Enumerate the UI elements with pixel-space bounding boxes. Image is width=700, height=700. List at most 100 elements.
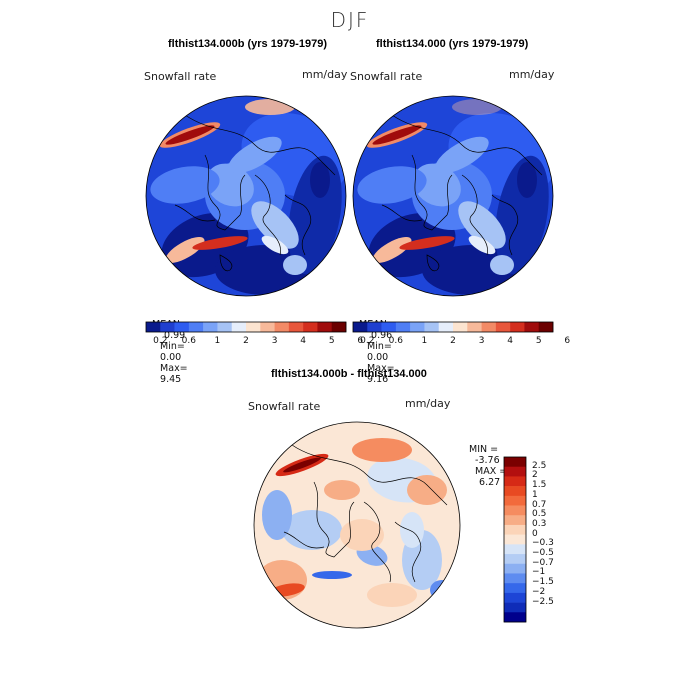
colorbar-swatch — [288, 322, 304, 332]
colorbar-swatch — [410, 322, 425, 332]
units-label-left: mm/day — [302, 68, 348, 81]
max-label: Max= — [367, 363, 395, 374]
max-label: Max= — [160, 363, 188, 374]
panel-title-right: flthist134.000 (yrs 1979-1979) — [376, 38, 529, 50]
coastline — [461, 174, 488, 256]
colorbar-swatch — [174, 322, 190, 332]
colorbar-swatch — [504, 602, 526, 613]
colorbar-swatch — [504, 457, 526, 468]
colorbar-tick-label: 1 — [214, 336, 221, 346]
colorbar-tick-label: −2 — [532, 586, 546, 597]
colorbar-swatch — [160, 322, 175, 332]
colorbar-tick-label: 2 — [532, 470, 538, 481]
field-patch — [413, 163, 461, 207]
coastline — [491, 194, 519, 256]
colorbar-swatch — [504, 486, 526, 497]
colorbar-right-labels: 0.2 0.6 1 2 3 4 5 6 — [353, 336, 570, 348]
field-patch — [357, 166, 427, 204]
colorbar-swatch — [317, 322, 333, 332]
colorbar-swatch — [467, 322, 482, 332]
colorbar-swatch — [481, 322, 497, 332]
colorbar-tick-label: 0.6 — [388, 336, 404, 346]
colorbar-tick-label: −2.5 — [532, 596, 554, 607]
field-patch — [150, 166, 220, 204]
colorbar-swatch — [504, 544, 526, 555]
colorbar-swatch — [453, 322, 468, 332]
colorbar-tick-label: 0.6 — [181, 336, 197, 346]
min-label: Min= — [160, 341, 185, 352]
field-patch — [490, 255, 514, 275]
coastline — [184, 114, 336, 176]
max-value: 9.16 — [367, 374, 389, 385]
field-patch — [283, 255, 307, 275]
colorbar-swatch — [231, 322, 247, 332]
colorbar-tick-label: 0.7 — [532, 499, 547, 510]
colorbar-swatch — [246, 322, 261, 332]
colorbar-tick-label: −1 — [532, 567, 546, 578]
field-patch — [372, 125, 422, 145]
units-label-right: mm/day — [509, 68, 555, 81]
field-patch — [407, 475, 447, 505]
colorbar-swatch — [424, 322, 440, 332]
coastline — [174, 204, 216, 222]
polar-map-difference — [253, 421, 461, 629]
colorbar-swatch — [146, 322, 161, 332]
colorbar-tick-label: −1.5 — [532, 577, 554, 588]
colorbar-swatch — [504, 466, 526, 477]
colorbar-tick-label: 2.5 — [532, 460, 547, 471]
field-patch — [206, 163, 254, 207]
mean-value: 0.99 — [164, 330, 186, 341]
field-patch — [372, 237, 412, 263]
colorbar-tick-label: −0.5 — [532, 548, 554, 559]
diff-field-label: Snowfall rate — [248, 400, 321, 413]
colorbar-difference — [503, 456, 527, 623]
colorbar-tick-label: 2 — [450, 336, 456, 346]
field-patch — [192, 236, 248, 250]
colorbar-swatch — [438, 322, 454, 332]
field-label-left: Snowfall rate — [144, 70, 217, 83]
field-patch — [400, 512, 424, 548]
colorbar-tick-label: 4 — [300, 336, 307, 346]
colorbar-tick-label: 2 — [243, 336, 249, 346]
colorbar-tick-label: 0.2 — [360, 336, 375, 346]
coastline — [411, 154, 453, 231]
colorbar-swatch — [395, 322, 411, 332]
panel-title-left: flthist134.000b (yrs 1979-1979) — [168, 38, 327, 50]
field-patch — [310, 162, 330, 198]
colorbar-tick-label: 0.2 — [153, 336, 168, 346]
colorbar-swatch — [504, 592, 526, 603]
map-boundary — [253, 421, 461, 629]
min-value: 0.00 — [367, 352, 389, 363]
colorbar-swatch — [504, 563, 526, 574]
colorbar-tick-label: 5 — [535, 336, 542, 346]
colorbar-swatch — [217, 322, 233, 332]
colorbar-tick-label: −0.3 — [532, 538, 554, 549]
colorbar-tick-label: 0 — [532, 528, 538, 539]
diff-min-value: -3.76 — [475, 455, 500, 466]
coastline — [391, 114, 543, 176]
field-patch — [245, 99, 295, 115]
colorbar-swatch — [504, 515, 526, 526]
diff-max-value: 6.27 — [479, 477, 501, 488]
coastline — [284, 194, 312, 256]
colorbar-left-labels: 0.2 0.6 1 2 3 4 5 6 — [146, 336, 363, 348]
colorbar-tick-label: 0.3 — [532, 518, 547, 529]
coastline — [426, 254, 440, 272]
coastline — [291, 444, 448, 506]
min-label: Min= — [367, 341, 392, 352]
max-value: 9.45 — [160, 374, 182, 385]
coastline — [283, 531, 325, 549]
field-patch — [312, 571, 352, 579]
colorbar-swatch — [504, 573, 526, 584]
colorbar-swatch — [504, 583, 526, 594]
field-patch — [352, 438, 412, 462]
field-patch — [261, 235, 289, 255]
map-boundary — [145, 95, 347, 297]
colorbar-tick-label: 4 — [507, 336, 514, 346]
field-patch — [458, 201, 506, 249]
field-patch — [468, 235, 496, 255]
colorbar-swatch — [331, 322, 347, 332]
colorbar-swatch — [504, 554, 526, 565]
min-value: 0.00 — [160, 352, 182, 363]
colorbar-tick-label: 1.5 — [532, 480, 547, 491]
